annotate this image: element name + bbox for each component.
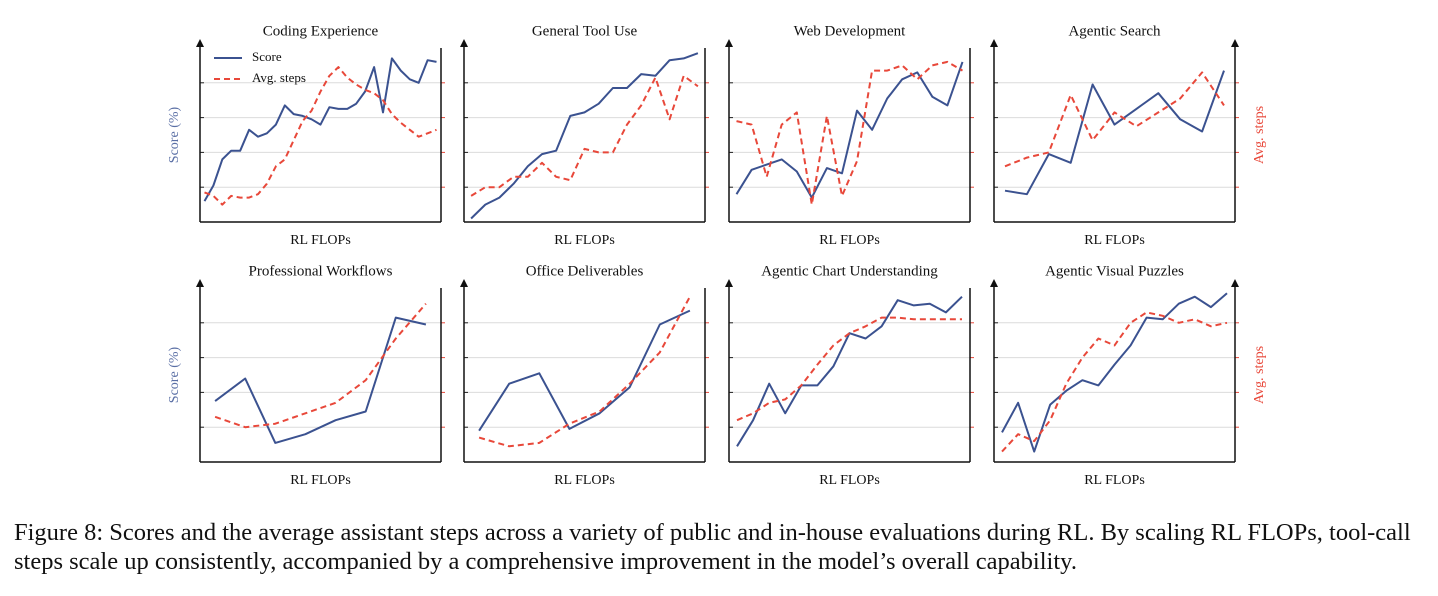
series-line [478, 296, 691, 448]
series-line [1001, 292, 1228, 453]
y2-axis-label: Avg. steps [1252, 346, 1267, 404]
series-line [478, 309, 691, 432]
x-axis-label: RL FLOPs [819, 473, 880, 488]
panel: Professional Workflows RL FLOPs Score (%) [167, 263, 445, 488]
panel-title: Agentic Search [1068, 23, 1161, 39]
x-axis-label: RL FLOPs [290, 233, 351, 248]
series-line [735, 61, 964, 199]
series-line [203, 57, 437, 202]
y2-axis-arrow [1231, 279, 1239, 287]
panel: Agentic Chart Understanding RL FLOPs [725, 263, 974, 488]
y-axis-arrow [990, 279, 998, 287]
series-line [736, 295, 963, 447]
panel: Coding Experience RL FLOPs Score (%) Score A… [167, 23, 445, 248]
x-axis-label: RL FLOPs [819, 233, 880, 248]
x-axis-label: RL FLOPs [290, 473, 351, 488]
panel: Web Development RL FLOPs [725, 23, 974, 248]
panel-title: General Tool Use [532, 23, 638, 39]
panel-title: Agentic Visual Puzzles [1045, 263, 1184, 279]
y-axis-arrow [460, 39, 468, 47]
y-axis-label: Score (%) [167, 346, 182, 403]
y-axis-arrow [196, 39, 204, 47]
panel-title: Coding Experience [263, 23, 379, 39]
y-axis-arrow [460, 279, 468, 287]
series-line [470, 52, 699, 220]
series-line [1004, 70, 1225, 196]
x-axis-label: RL FLOPs [1084, 473, 1145, 488]
series-line [1004, 71, 1225, 168]
series-line [736, 316, 962, 422]
series-line [214, 316, 427, 444]
y-axis-arrow [990, 39, 998, 47]
panel: Agentic Visual Puzzles RL FLOPs Avg. steps [990, 263, 1267, 488]
series-line [736, 60, 963, 206]
panel: Agentic Search RL FLOPs Avg. steps [990, 23, 1267, 248]
y-axis-label: Score (%) [167, 106, 182, 163]
x-axis-label: RL FLOPs [554, 233, 615, 248]
panel-title: Agentic Chart Understanding [761, 263, 938, 279]
x-axis-label: RL FLOPs [554, 473, 615, 488]
y2-axis-arrow [1231, 39, 1239, 47]
y-axis-arrow [725, 39, 733, 47]
y-axis-arrow [196, 279, 204, 287]
panel-title: Office Deliverables [526, 263, 644, 279]
panel-title: Web Development [794, 23, 907, 39]
legend-label: Avg. steps [252, 70, 306, 85]
figure: Coding Experience RL FLOPs Score (%) Score A… [167, 23, 1267, 488]
legend-label: Score [252, 49, 282, 64]
series-line [1001, 311, 1228, 453]
series-line [470, 74, 699, 197]
y-axis-arrow [725, 279, 733, 287]
y2-axis-label: Avg. steps [1252, 106, 1267, 164]
x-axis-label: RL FLOPs [1084, 233, 1145, 248]
panel: Office Deliverables RL FLOPs [460, 263, 709, 488]
caption: Figure 8: Scores and the average assista… [14, 519, 1411, 575]
panel-title: Professional Workflows [249, 263, 393, 279]
panel: General Tool Use RL FLOPs [460, 23, 709, 248]
series-line [204, 66, 437, 206]
